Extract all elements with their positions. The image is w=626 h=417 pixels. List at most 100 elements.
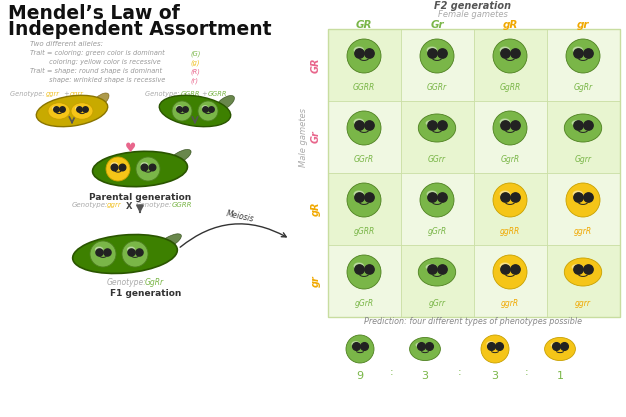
Text: ♥: ♥ [125, 142, 136, 155]
Text: :: : [390, 367, 394, 377]
Text: gGrr: gGrr [429, 299, 446, 308]
Ellipse shape [573, 47, 583, 53]
Text: (G): (G) [190, 50, 200, 56]
Text: Gr: Gr [311, 131, 321, 143]
Text: Two different alleles:: Two different alleles: [30, 41, 103, 47]
Circle shape [493, 39, 527, 73]
Circle shape [122, 241, 148, 267]
Ellipse shape [76, 107, 82, 110]
Ellipse shape [48, 103, 70, 119]
Ellipse shape [128, 247, 135, 252]
Ellipse shape [409, 337, 441, 361]
Text: shape: wrinkled shape is recessive: shape: wrinkled shape is recessive [30, 77, 165, 83]
Ellipse shape [354, 191, 364, 197]
Text: ggRR: ggRR [500, 227, 520, 236]
Text: ggrR: ggrR [501, 299, 519, 308]
Circle shape [347, 255, 381, 289]
Ellipse shape [427, 47, 436, 53]
Ellipse shape [73, 234, 177, 274]
Ellipse shape [169, 149, 191, 165]
Bar [327, 173, 401, 245]
Ellipse shape [159, 95, 231, 127]
Text: Ggrr: Ggrr [575, 155, 592, 164]
Text: gr: gr [577, 20, 589, 30]
Circle shape [90, 241, 116, 267]
Circle shape [420, 183, 454, 217]
Ellipse shape [500, 119, 510, 125]
Bar [401, 101, 473, 173]
Ellipse shape [418, 114, 456, 142]
Text: Independent Assortment: Independent Assortment [8, 20, 272, 39]
Text: GgRr: GgRr [573, 83, 593, 92]
Ellipse shape [564, 258, 602, 286]
Text: GGrR: GGrR [354, 155, 374, 164]
Circle shape [420, 39, 454, 73]
Ellipse shape [53, 107, 59, 110]
Text: coloring: yellow color is recessive: coloring: yellow color is recessive [30, 59, 161, 65]
Ellipse shape [354, 47, 364, 53]
Circle shape [493, 111, 527, 145]
Text: Gr: Gr [430, 20, 444, 30]
Bar [473, 173, 546, 245]
Text: GGRr: GGRr [427, 83, 447, 92]
Circle shape [347, 111, 381, 145]
Ellipse shape [426, 121, 436, 126]
Ellipse shape [545, 337, 575, 361]
Text: GGRR: GGRR [181, 91, 200, 97]
Circle shape [481, 335, 509, 363]
Text: gGrR: gGrR [428, 227, 446, 236]
Circle shape [106, 157, 130, 181]
Circle shape [172, 101, 192, 121]
Text: F2 generation: F2 generation [434, 1, 511, 11]
FancyArrowPatch shape [180, 224, 286, 247]
Text: 3: 3 [491, 371, 498, 381]
Ellipse shape [177, 106, 182, 109]
Bar [327, 245, 401, 317]
Ellipse shape [141, 163, 148, 167]
Ellipse shape [416, 343, 424, 347]
Ellipse shape [352, 342, 360, 347]
Text: gGRR: gGRR [353, 227, 374, 236]
Ellipse shape [91, 93, 109, 109]
Circle shape [566, 183, 600, 217]
Circle shape [493, 183, 527, 217]
Bar [328, 29, 620, 317]
Ellipse shape [202, 106, 208, 109]
Ellipse shape [572, 121, 583, 126]
Text: Genotype:: Genotype: [136, 202, 172, 208]
Text: GGrr: GGrr [428, 155, 446, 164]
Bar [473, 245, 546, 317]
Text: gR: gR [502, 20, 518, 30]
Ellipse shape [354, 263, 364, 269]
Ellipse shape [427, 191, 436, 197]
Ellipse shape [354, 119, 364, 125]
Text: Genotype:: Genotype: [72, 202, 108, 208]
Text: 1: 1 [557, 371, 563, 381]
Ellipse shape [71, 103, 93, 119]
Text: Genotype:: Genotype: [145, 91, 182, 97]
Text: gR: gR [311, 202, 321, 216]
Bar [473, 101, 546, 173]
Ellipse shape [418, 258, 456, 286]
Text: ggrr: ggrr [575, 299, 591, 308]
Text: :: : [458, 367, 462, 377]
Text: ggrr: ggrr [70, 91, 84, 97]
Text: +: + [62, 91, 72, 97]
Circle shape [198, 101, 218, 121]
Text: Genotype:: Genotype: [107, 278, 147, 287]
Text: Genotype:: Genotype: [10, 91, 47, 97]
Text: GR: GR [311, 57, 321, 73]
Ellipse shape [551, 343, 560, 347]
Ellipse shape [572, 265, 583, 269]
Ellipse shape [573, 191, 583, 197]
Text: X: X [126, 202, 133, 211]
Ellipse shape [564, 114, 602, 142]
Ellipse shape [500, 191, 510, 197]
Bar [327, 29, 401, 101]
Text: Mendel’s Law of: Mendel’s Law of [8, 4, 180, 23]
Text: 3: 3 [421, 371, 429, 381]
Text: ggrr: ggrr [107, 202, 121, 208]
Bar [546, 245, 620, 317]
Text: GgrR: GgrR [500, 155, 520, 164]
Text: GGRR: GGRR [353, 83, 375, 92]
